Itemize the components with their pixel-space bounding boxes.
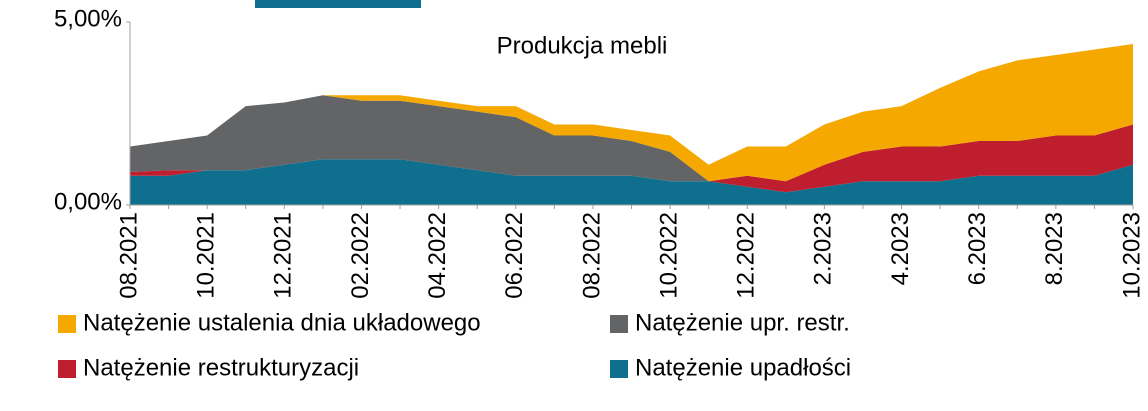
x-tick-label: 10.2023 bbox=[1118, 212, 1145, 299]
x-tick-label: 04.2022 bbox=[424, 212, 451, 299]
x-tick-label: 06.2022 bbox=[501, 212, 528, 299]
x-tick-label: 4.2023 bbox=[887, 212, 914, 285]
legend-label: Natężenie ustalenia dnia układowego bbox=[83, 309, 481, 336]
legend-swatch bbox=[58, 360, 76, 378]
y-tick-label: 5,00% bbox=[54, 5, 122, 32]
x-tick-label: 02.2022 bbox=[347, 212, 374, 299]
area bbox=[130, 124, 1133, 193]
area bbox=[130, 43, 1133, 182]
legend-swatch bbox=[610, 315, 628, 333]
chart-title: Produkcja mebli bbox=[497, 32, 668, 59]
legend-label: Natężenie restrukturyzacji bbox=[83, 354, 359, 381]
x-tick-label: 12.2021 bbox=[270, 212, 297, 299]
legend-label: Natężenie upadłości bbox=[635, 354, 851, 381]
legend-label: Natężenie upr. restr. bbox=[635, 309, 850, 336]
x-tick-label: 08.2021 bbox=[115, 212, 142, 299]
x-tick-label: 10.2022 bbox=[655, 212, 682, 299]
x-tick-label: 6.2023 bbox=[964, 212, 991, 285]
header-fragment bbox=[255, 0, 421, 8]
y-tick-label: 0,00% bbox=[54, 188, 122, 215]
x-tick-label: 10.2021 bbox=[192, 212, 219, 299]
area bbox=[130, 95, 1133, 182]
area bbox=[130, 159, 1133, 205]
x-tick-label: 08.2022 bbox=[578, 212, 605, 299]
x-tick-label: 12.2022 bbox=[733, 212, 760, 299]
x-tick-label: 2.2023 bbox=[810, 212, 837, 285]
x-tick-label: 8.2023 bbox=[1041, 212, 1068, 285]
legend-swatch bbox=[610, 360, 628, 378]
legend-swatch bbox=[58, 315, 76, 333]
